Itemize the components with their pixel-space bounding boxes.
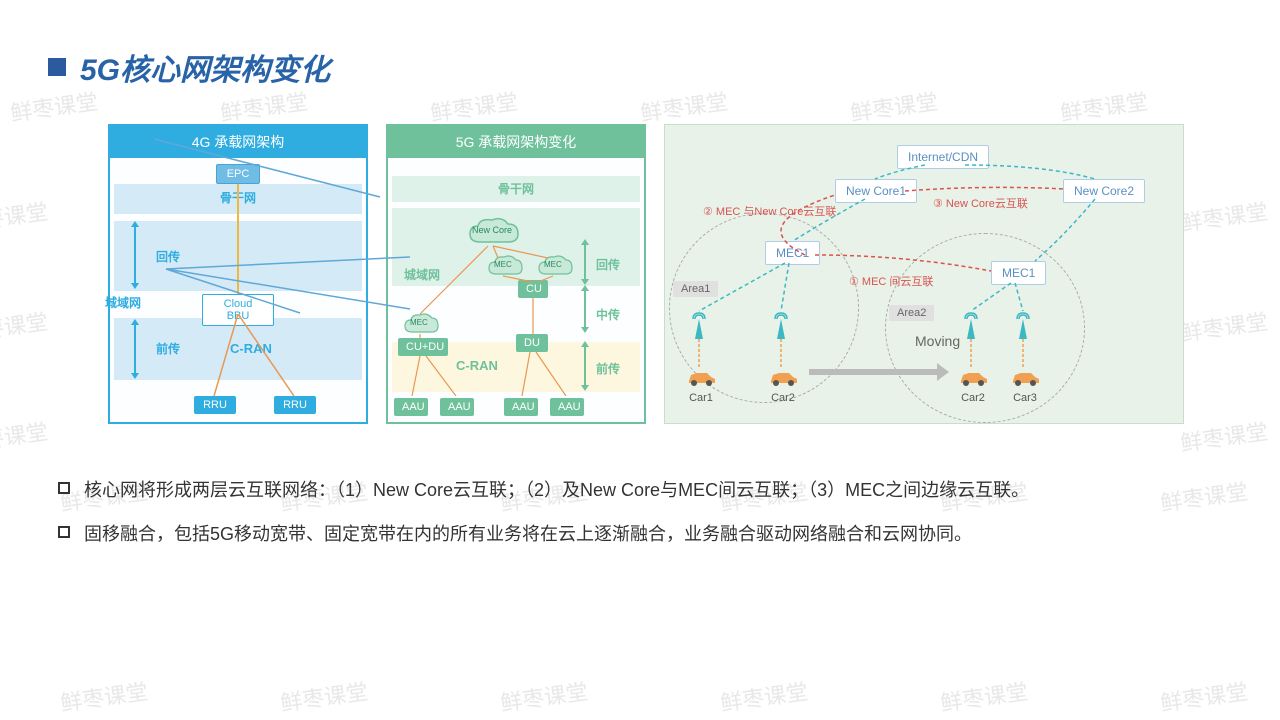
label5-backbone: 骨干网	[498, 180, 534, 197]
tower-icon	[1013, 311, 1033, 339]
arrow5-midhaul	[584, 290, 586, 328]
car3: Car3	[1009, 369, 1041, 404]
bullet-list: 核心网将形成两层云互联网络：（1）New Core云互联；（2）及New Cor…	[0, 424, 1280, 551]
label-backhaul: 回传	[156, 248, 180, 265]
label5-metro: 城域网	[404, 266, 440, 283]
cloud-mec3: MEC	[402, 312, 440, 339]
panel-right: Internet/CDN New Core1 New Core2 MEC1 ME…	[664, 124, 1184, 424]
car1: Car1	[685, 369, 717, 404]
bullet-text: 核心网将形成两层云互联网络：（1）New Core云互联；（2）及New Cor…	[84, 474, 1029, 506]
node-aau4: AAU	[550, 398, 584, 416]
node-epc: EPC	[216, 164, 260, 184]
label5-fronthaul: 前传	[596, 360, 620, 377]
arrow-fronthaul	[134, 324, 136, 374]
tower-icon	[961, 311, 981, 339]
annot-3: ③ New Core云互联	[933, 195, 1028, 211]
label5-backhaul: 回传	[596, 256, 620, 273]
tower-icon	[689, 311, 709, 339]
node-rru1: RRU	[194, 396, 236, 414]
diagrams-container: 4G 承载网架构 骨干网 回传 城域网 前传 C-RAN EPC Cloud B…	[0, 89, 1280, 424]
node-cudu: CU+DU	[398, 338, 448, 356]
cloud-mec2: MEC	[536, 254, 574, 281]
car2: Car2	[767, 369, 799, 404]
line-epc-bbu	[237, 184, 239, 294]
node-cu: CU	[518, 280, 548, 298]
watermark: 鲜枣课堂	[938, 674, 1030, 718]
tower-icon	[771, 311, 791, 339]
bullet-item: 固移融合，包括5G移动宽带、固定宽带在内的所有业务将在云上逐渐融合，业务融合驱动…	[58, 518, 1220, 550]
node-aau3: AAU	[504, 398, 538, 416]
node-newcore2: New Core2	[1063, 179, 1145, 203]
cloud-mec1: MEC	[486, 254, 524, 281]
arrow5-backhaul	[584, 244, 586, 280]
bullet-icon	[58, 482, 70, 494]
label-fronthaul: 前传	[156, 340, 180, 357]
page-title: 5G核心网架构变化	[80, 45, 330, 89]
lines-bbu-rru	[190, 314, 310, 396]
node-rru2: RRU	[274, 396, 316, 414]
moving-arrow	[809, 369, 939, 375]
bullet-icon	[58, 526, 70, 538]
node-internet: Internet/CDN	[897, 145, 989, 169]
arrow5-fronthaul	[584, 346, 586, 386]
label-moving: Moving	[915, 333, 960, 349]
label5-cran: C-RAN	[456, 358, 498, 373]
label-metro: 城域网	[105, 294, 141, 311]
watermark: 鲜枣课堂	[718, 674, 810, 718]
bullet-text: 固移融合，包括5G移动宽带、固定宽带在内的所有业务将在云上逐渐融合，业务融合驱动…	[84, 518, 972, 550]
node-aau1: AAU	[394, 398, 428, 416]
panel-5g-header: 5G 承载网架构变化	[388, 126, 644, 158]
node-newcore1: New Core1	[835, 179, 917, 203]
watermark: 鲜枣课堂	[278, 674, 370, 718]
arrow-backhaul	[134, 226, 136, 284]
watermark: 鲜枣课堂	[1158, 674, 1250, 718]
car2b: Car2	[957, 369, 989, 404]
label5-midhaul: 中传	[596, 306, 620, 323]
cloud-newcore: New Core	[466, 216, 522, 251]
node-du: DU	[516, 334, 548, 352]
watermark: 鲜枣课堂	[498, 674, 590, 718]
panel-4g-header: 4G 承载网架构	[110, 126, 366, 158]
panel-4g: 4G 承载网架构 骨干网 回传 城域网 前传 C-RAN EPC Cloud B…	[108, 124, 368, 424]
title-bullet-icon	[48, 58, 66, 76]
panel-5g: 5G 承载网架构变化 骨干网 城域网 C-RAN New Core MEC ME…	[386, 124, 646, 424]
title-row: 5G核心网架构变化	[0, 0, 1280, 89]
watermark: 鲜枣课堂	[58, 674, 150, 718]
annot-1: ① MEC 间云互联	[849, 273, 933, 289]
annot-2: ② MEC 与New Core云互联	[703, 203, 836, 219]
bullet-item: 核心网将形成两层云互联网络：（1）New Core云互联；（2）及New Cor…	[58, 474, 1220, 506]
node-aau2: AAU	[440, 398, 474, 416]
